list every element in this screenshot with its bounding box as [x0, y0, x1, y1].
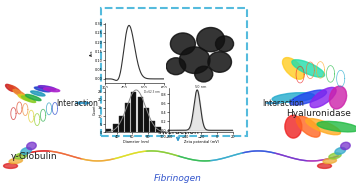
Ellipse shape — [35, 87, 51, 92]
Text: Interaction: Interaction — [262, 98, 304, 108]
Ellipse shape — [25, 94, 41, 101]
Text: Hyaluronidase: Hyaluronidase — [286, 109, 351, 118]
Ellipse shape — [38, 86, 56, 90]
Bar — [131, 92, 136, 132]
Circle shape — [208, 52, 231, 72]
Text: Interaction: Interaction — [157, 127, 199, 136]
Ellipse shape — [335, 147, 346, 154]
Circle shape — [171, 33, 195, 55]
Bar — [125, 103, 130, 132]
Ellipse shape — [317, 121, 356, 132]
Ellipse shape — [21, 147, 32, 154]
Ellipse shape — [306, 119, 340, 135]
Bar — [150, 121, 155, 132]
Circle shape — [197, 28, 225, 52]
Ellipse shape — [9, 158, 22, 163]
Circle shape — [215, 36, 234, 52]
X-axis label: Diameter (nm): Diameter (nm) — [123, 140, 149, 144]
Ellipse shape — [285, 115, 302, 138]
Ellipse shape — [329, 86, 347, 109]
Bar — [112, 124, 118, 132]
Ellipse shape — [310, 87, 336, 108]
Ellipse shape — [43, 88, 60, 92]
Text: 50 nm: 50 nm — [195, 85, 206, 89]
Ellipse shape — [329, 153, 341, 159]
Ellipse shape — [31, 91, 45, 96]
Ellipse shape — [283, 58, 304, 79]
Ellipse shape — [18, 94, 30, 101]
Bar — [156, 127, 161, 132]
Y-axis label: Count: Count — [93, 105, 97, 115]
Bar — [106, 129, 111, 132]
Ellipse shape — [323, 158, 336, 163]
Ellipse shape — [15, 153, 27, 159]
Ellipse shape — [296, 116, 320, 137]
Bar — [119, 116, 124, 132]
Ellipse shape — [27, 142, 36, 150]
Ellipse shape — [9, 85, 21, 93]
Ellipse shape — [318, 163, 331, 168]
Ellipse shape — [4, 163, 17, 168]
Bar — [137, 97, 143, 132]
Text: γ-Globulin: γ-Globulin — [11, 152, 57, 161]
Ellipse shape — [272, 93, 315, 102]
Y-axis label: Abs: Abs — [90, 50, 94, 56]
Ellipse shape — [290, 90, 326, 105]
Text: Interaction: Interaction — [57, 98, 99, 108]
X-axis label: Zeta potential (mV): Zeta potential (mV) — [184, 140, 219, 144]
Bar — [144, 108, 149, 132]
Ellipse shape — [292, 60, 325, 77]
Ellipse shape — [6, 84, 15, 91]
FancyBboxPatch shape — [101, 8, 247, 136]
Ellipse shape — [341, 142, 350, 150]
Text: Fibrinogen: Fibrinogen — [154, 174, 202, 183]
Circle shape — [179, 47, 210, 74]
X-axis label: Wavelength (nm): Wavelength (nm) — [119, 91, 150, 95]
Text: D=62.3 nm: D=62.3 nm — [143, 90, 159, 94]
Ellipse shape — [13, 89, 26, 97]
Circle shape — [195, 66, 213, 82]
Ellipse shape — [21, 96, 36, 102]
Circle shape — [166, 58, 186, 75]
